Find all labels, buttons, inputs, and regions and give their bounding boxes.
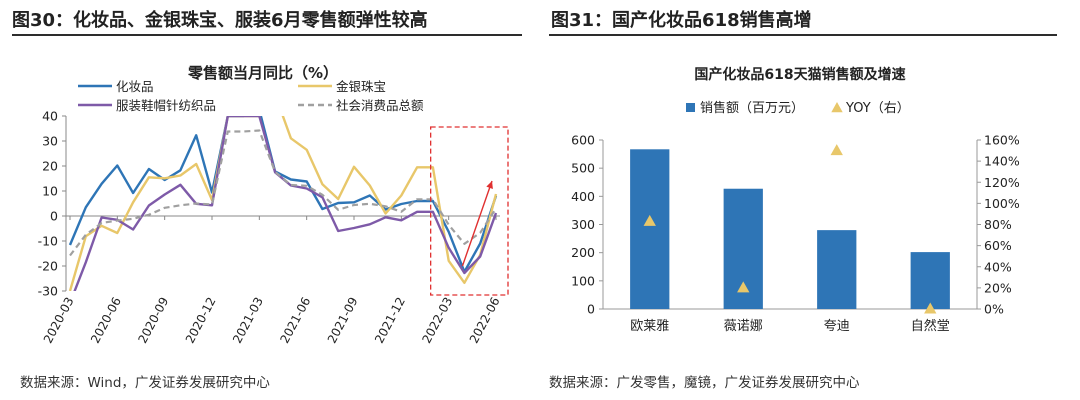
bar-chart-title: 国产化妆品618天猫销售额及增速	[694, 66, 905, 83]
y-tick-label: -30	[38, 284, 58, 299]
yoy-marker-2	[830, 144, 843, 156]
x-tick-label: 2020-06	[88, 295, 124, 346]
bar-chart-legend: 销售额（百万元） YOY（右）	[686, 100, 910, 116]
highlight-box	[430, 126, 509, 296]
y-tick-label: -20	[38, 259, 58, 274]
legend-label-retail_total: 社会消费品总额	[336, 98, 424, 113]
left-figure: 图30：化妆品、金银珠宝、服装6月零售额弹性较高 零售额当月同比（%） 化妆品 金…	[0, 0, 530, 400]
left-figure-title: 图30：化妆品、金银珠宝、服装6月零售额弹性较高	[12, 10, 428, 31]
left-tick-label: 500	[571, 161, 595, 176]
right-tick-label: 20%	[984, 280, 1012, 295]
series-line-cosmetics	[68, 116, 498, 273]
line-chart-title: 零售额当月同比（%）	[187, 64, 338, 82]
right-tick-label: 140%	[984, 154, 1020, 169]
left-tick-label: 600	[571, 133, 595, 148]
series-line-apparel	[73, 116, 498, 291]
category-label: 薇诺娜	[724, 319, 763, 334]
right-tick-label: 0%	[984, 302, 1004, 317]
series-line-retail_total	[69, 129, 497, 257]
right-tick-label: 100%	[984, 196, 1020, 211]
left-source-note: 数据来源：Wind，广发证券发展研究中心	[20, 375, 270, 391]
left-tick-label: 0	[587, 302, 595, 317]
y-tick-label: 10	[42, 184, 58, 199]
left-tick-label: 200	[571, 245, 595, 260]
right-tick-label: 40%	[984, 259, 1012, 274]
right-tick-label: 80%	[984, 217, 1012, 232]
right-tick-label: 160%	[984, 133, 1020, 148]
x-tick-label: 2020-03	[41, 295, 77, 346]
series-line-jewelry	[68, 116, 498, 291]
legend-label-sales: 销售额（百万元）	[700, 100, 804, 116]
bar-chart-bars	[630, 149, 950, 309]
bar-chart: 国产化妆品618天猫销售额及增速 销售额（百万元） YOY（右） 0 100 200 3…	[571, 66, 1020, 335]
yoy-marker-0	[643, 214, 656, 226]
bar-0	[630, 149, 670, 309]
left-tick-label: 400	[571, 189, 595, 204]
x-tick-label: 2021-09	[325, 295, 361, 346]
left-tick-label: 300	[571, 217, 595, 232]
y-tick-label: 40	[42, 109, 58, 124]
bar-2	[817, 230, 857, 309]
right-source-note: 数据来源：广发零售，魔镜，广发证券发展研究中心	[549, 375, 860, 391]
right-tick-label: 120%	[984, 175, 1020, 190]
bar-3	[910, 252, 950, 309]
legend-swatch-yoy	[831, 102, 843, 113]
category-label: 夸迪	[824, 319, 850, 334]
y-tick-label: 20	[42, 159, 58, 174]
right-title-rule	[549, 34, 1057, 36]
x-tick-label: 2020-12	[183, 295, 219, 346]
yoy-marker-1	[737, 281, 750, 293]
x-tick-label: 2022-06	[467, 295, 503, 346]
line-chart-series	[68, 116, 498, 291]
x-tick-label: 2022-03	[419, 295, 455, 346]
bar-chart-yoy-markers	[643, 144, 937, 314]
y-tick-label: -10	[38, 234, 58, 249]
x-tick-label: 2020-09	[135, 295, 171, 346]
legend-label-cosmetics: 化妆品	[116, 79, 154, 94]
category-label: 自然堂	[911, 318, 950, 334]
legend-label-jewelry: 金银珠宝	[336, 79, 386, 94]
y-tick-label: 0	[50, 209, 58, 224]
legend-swatch-sales	[686, 103, 695, 112]
line-chart-annotation	[430, 126, 509, 296]
trend-arrow-head	[486, 181, 493, 189]
x-tick-label: 2021-03	[230, 295, 266, 346]
category-label: 欧莱雅	[630, 319, 669, 334]
legend-label-apparel: 服装鞋帽针纺织品	[116, 98, 216, 113]
line-chart-axes: -30 -20 -10 0 10 20 30 40 2020-03 2020-06 2020-09 2…	[38, 109, 503, 346]
yoy-marker-3	[924, 302, 937, 314]
y-tick-label: 30	[42, 134, 58, 149]
right-figure: 图31：国产化妆品618销售高增 国产化妆品618天猫销售额及增速 销售额（百万…	[545, 0, 1080, 400]
bar-chart-axes: 0 100 200 300 400 500 600 0% 20% 40% 60% 80% 100% 120…	[571, 133, 1020, 335]
right-tick-label: 60%	[984, 238, 1012, 253]
trend-arrow	[461, 180, 493, 267]
x-tick-label: 2021-12	[372, 295, 408, 346]
right-figure-title: 图31：国产化妆品618销售高增	[551, 10, 812, 31]
left-title-rule	[12, 34, 522, 36]
left-tick-label: 100	[571, 273, 595, 288]
legend-label-yoy: YOY（右）	[845, 101, 910, 116]
x-tick-label: 2021-06	[277, 295, 313, 346]
